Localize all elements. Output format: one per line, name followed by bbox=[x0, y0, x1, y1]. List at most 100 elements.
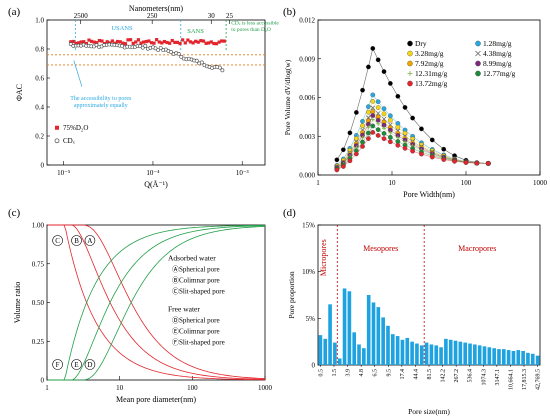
panel-d-bar bbox=[530, 353, 535, 365]
panel-a-point-d2o bbox=[168, 41, 172, 45]
panel-b-legend-label: 3.28mg/g bbox=[415, 49, 444, 58]
panel-a-point-d2o bbox=[194, 39, 198, 43]
panel-b-point bbox=[334, 167, 340, 173]
panel-d-bar bbox=[400, 339, 405, 365]
panel-b-xtick-label: 100 bbox=[461, 179, 472, 187]
panel-c-legend-item: ⒶSpherical pore bbox=[172, 266, 220, 274]
panel-b-xlabel: Pore Width(nm) bbox=[403, 190, 455, 199]
panel-d-region-macropores: Macropores bbox=[458, 244, 496, 253]
panel-a-point-d2o bbox=[155, 38, 159, 42]
panel-c-curve bbox=[47, 224, 266, 380]
panel-b-series-line bbox=[336, 94, 489, 166]
panel-a-point-d2o bbox=[69, 40, 73, 44]
panel-c-frame bbox=[46, 224, 266, 381]
panel-d-xtick-label: 17.4 bbox=[400, 369, 406, 380]
panel-a-point-d2o bbox=[95, 41, 99, 45]
panel-a-point-d2o bbox=[147, 39, 151, 43]
panel-c-curve-label: E bbox=[74, 361, 78, 369]
panel-d-bar bbox=[444, 338, 448, 365]
panel-a-legend-d2o: 75%D₂O bbox=[63, 124, 88, 132]
panel-a-ytick-label: 0.4 bbox=[35, 104, 44, 112]
panel-c-legend-title: Free water bbox=[168, 305, 200, 314]
panel-d-xtick-label: 9.5 bbox=[386, 369, 392, 377]
panel-d-xtick-label: 0.5 bbox=[318, 369, 324, 377]
panel-a-point-d2o bbox=[110, 39, 115, 43]
panel-a-point-cdx bbox=[153, 46, 158, 51]
panel-b-legend-marker bbox=[475, 70, 481, 77]
panel-d-bar bbox=[535, 355, 540, 365]
panel-d-xtick-label: 1.5 bbox=[332, 369, 338, 377]
panel-b-legend-label: Dry bbox=[415, 39, 427, 48]
panel-a-point-d2o bbox=[74, 41, 78, 46]
panel-c-curve-label: B bbox=[74, 237, 79, 245]
panel-b-xtick-label: 1 bbox=[316, 179, 320, 187]
panel-a-point-d2o bbox=[165, 40, 169, 45]
panel-label-d: (d) bbox=[283, 207, 296, 219]
panel-d-bar bbox=[429, 344, 434, 365]
panel-c-ytick-label: 0.75 bbox=[32, 260, 45, 268]
panel-a-point-d2o bbox=[173, 40, 177, 44]
panel-d-bar bbox=[333, 342, 337, 365]
panel-a-legend-cdx: CDₓ bbox=[63, 137, 76, 145]
panel-d-bar bbox=[458, 341, 463, 365]
panel-d-bar bbox=[362, 348, 366, 365]
panel-c-curve-label: F bbox=[56, 361, 60, 369]
panel-d-bar bbox=[477, 345, 482, 365]
panel-a-top-tick-label: 2500 bbox=[74, 12, 89, 20]
panel-a-point-d2o bbox=[222, 39, 226, 43]
panel-a-point-d2o bbox=[214, 42, 219, 46]
panel-d-bar bbox=[376, 307, 381, 365]
panel-d-bar bbox=[371, 302, 376, 365]
panel-c-legend-item: ⒷColimnar pore bbox=[172, 277, 220, 285]
panel-b-ytick-label: 0.000 bbox=[299, 172, 315, 180]
panel-a-point-d2o bbox=[186, 38, 190, 42]
panel-a-top-axis-label: Nanometers(nm) bbox=[129, 4, 184, 13]
panel-b-legend-marker bbox=[407, 40, 413, 47]
panel-c-curve-label: D bbox=[87, 361, 92, 369]
panel-d-bar bbox=[482, 346, 487, 365]
panel-c-xtick-label: 1 bbox=[45, 384, 49, 392]
panel-d-ytick-label: 5% bbox=[306, 315, 316, 323]
panel-d-region-micropores: Micropores bbox=[319, 239, 328, 276]
panel-a-point-cdx bbox=[68, 42, 73, 46]
panel-c-curve bbox=[47, 225, 266, 381]
panel-d-xtick-label: 81.5 bbox=[427, 369, 433, 380]
panel-d-bar bbox=[501, 349, 506, 365]
panel-b-legend-label: 4.38mg/g bbox=[483, 49, 512, 58]
panel-d-bar bbox=[415, 343, 419, 365]
panel-d-bar bbox=[390, 334, 395, 365]
panel-a-point-d2o bbox=[134, 40, 138, 44]
panel-a-point-d2o bbox=[126, 38, 130, 42]
panel-b-legend-label: 13.72mg/g bbox=[415, 79, 448, 88]
panel-a-point-d2o bbox=[92, 40, 96, 44]
panel-c-curve bbox=[47, 224, 266, 380]
panel-d-bar bbox=[337, 358, 342, 365]
panel-c-xtick-label: 100 bbox=[187, 384, 198, 392]
panel-d-bar bbox=[511, 351, 516, 365]
panel-b-legend-marker bbox=[407, 80, 413, 87]
panel-a-point-d2o bbox=[157, 40, 161, 44]
panel-a-point-d2o bbox=[139, 41, 143, 45]
panel-a-point-d2o bbox=[212, 41, 216, 46]
panel-d-xtick-label: 536.4 bbox=[468, 369, 474, 383]
panel-c-curve bbox=[47, 224, 266, 381]
panel-d-ytick-label: 15% bbox=[302, 222, 315, 230]
panel-d-xtick-label: 3147.1 bbox=[495, 369, 501, 386]
panel-a-ytick-label: 0 bbox=[41, 162, 45, 170]
panel-d-bar bbox=[434, 345, 439, 365]
panel-a-point-d2o bbox=[217, 40, 221, 44]
panel-b-legend-marker bbox=[475, 40, 481, 47]
panel-d-xtick-label: 17,815.3 bbox=[522, 369, 528, 390]
panel-a-point-d2o bbox=[191, 41, 195, 45]
panel-a-point-d2o bbox=[105, 40, 109, 44]
panel-b-xtick-label: 10 bbox=[389, 179, 397, 187]
panel-a-point-d2o bbox=[142, 40, 146, 44]
panel-d-bar bbox=[487, 347, 492, 365]
panel-d-xtick-label: 142.2 bbox=[441, 369, 447, 383]
panel-b-legend-label: 12.77mg/g bbox=[483, 69, 516, 78]
panel-d-bar bbox=[526, 352, 530, 365]
panel-d-bar bbox=[347, 291, 352, 365]
panel-b-legend-marker bbox=[407, 71, 413, 76]
panel-a-point-d2o bbox=[149, 41, 154, 45]
panel-d-bar bbox=[410, 341, 414, 365]
